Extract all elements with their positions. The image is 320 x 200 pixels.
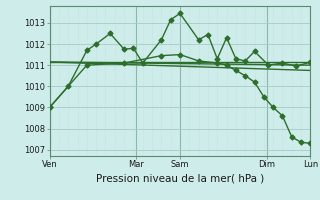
X-axis label: Pression niveau de la mer( hPa ): Pression niveau de la mer( hPa ) (96, 173, 264, 183)
